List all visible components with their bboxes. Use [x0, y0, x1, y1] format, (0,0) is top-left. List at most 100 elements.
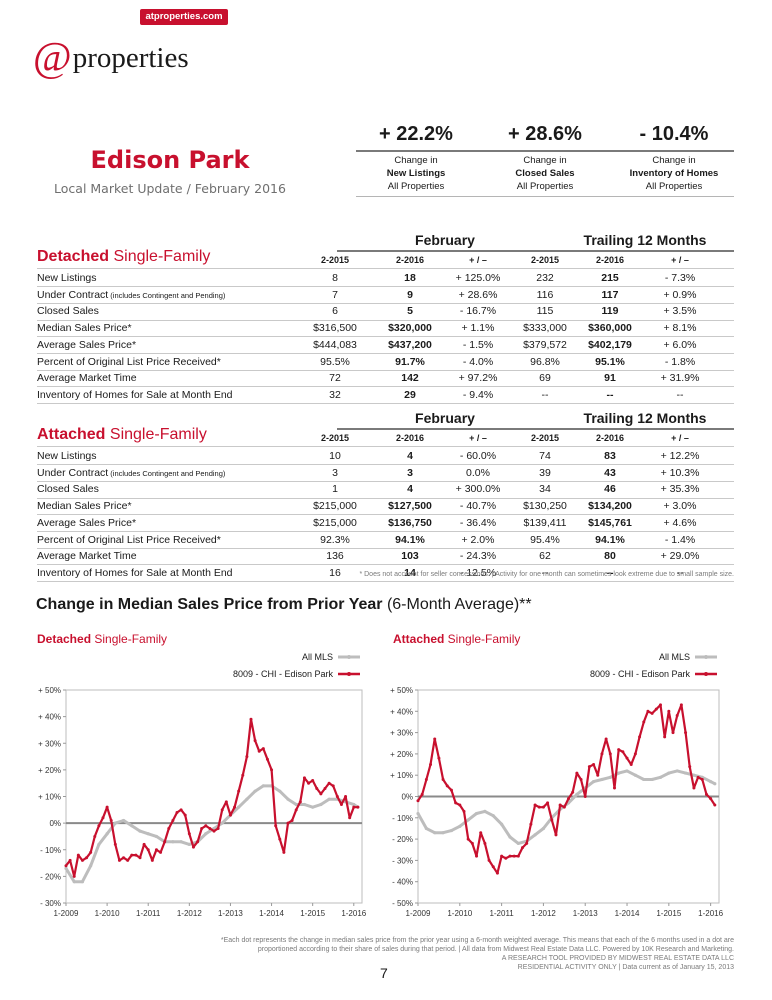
series-point: [583, 795, 587, 798]
kpi-value: - 10.4%: [639, 123, 709, 145]
column-header: 2-2015: [530, 433, 560, 443]
series-point: [352, 802, 356, 807]
table-cell: $127,500: [388, 500, 432, 513]
table-cell: - 7.3%: [664, 272, 696, 284]
table-cell: - 1.5%: [462, 338, 494, 351]
series-point: [253, 739, 257, 743]
website-badge[interactable]: atproperties.com: [140, 9, 228, 25]
series-point: [558, 803, 562, 807]
series-point: [311, 779, 315, 783]
series-point: [525, 841, 529, 845]
series-point: [600, 752, 604, 756]
series-point: [319, 792, 323, 796]
y-tick-label: + 40%: [38, 713, 61, 722]
x-tick-label: 1-2010: [95, 909, 120, 918]
series-point: [191, 845, 195, 849]
series-point: [516, 854, 520, 858]
table-cell: 5: [407, 305, 413, 318]
page-number: 7: [380, 965, 388, 981]
table-group-month: February: [415, 232, 475, 248]
table-row-label: Average Market Time: [37, 549, 137, 564]
table-cell: 115: [536, 305, 554, 318]
column-header: + / –: [671, 433, 689, 443]
table-row-divider: [37, 286, 734, 288]
table-row-divider: [37, 480, 734, 482]
series-point: [146, 832, 150, 836]
table-row-label: Inventory of Homes for Sale at Month End: [37, 388, 233, 403]
table-cell: + 4.6%: [663, 516, 697, 529]
series-point: [483, 809, 487, 814]
series-point: [216, 826, 220, 830]
table-cell: - 1.4%: [664, 533, 696, 546]
logo-at-symbol: @: [33, 35, 72, 81]
series-point: [130, 824, 134, 828]
series-point: [475, 854, 479, 858]
table-cell: + 2.0%: [461, 533, 495, 546]
table-cell: 117: [601, 288, 619, 301]
kpi-caption-metric: New Listings: [386, 168, 446, 179]
series-point: [208, 826, 212, 830]
table-cell: $145,761: [588, 516, 632, 529]
series-point: [625, 756, 629, 760]
table-cell: 94.1%: [595, 533, 625, 546]
table-cell: 96.8%: [530, 355, 560, 368]
series-point: [220, 821, 224, 825]
series-point: [642, 777, 646, 782]
series-point: [675, 714, 679, 718]
table-cell: $139,411: [523, 516, 567, 529]
kpi-caption-line: Change in: [394, 155, 438, 166]
series-point: [650, 777, 654, 782]
series-point: [80, 880, 85, 884]
series-point: [204, 832, 208, 836]
table-cell: 69: [539, 372, 551, 385]
series-point: [667, 771, 671, 775]
series-point: [683, 771, 688, 775]
table-cell: 39: [539, 466, 551, 479]
series-point: [491, 814, 495, 818]
series-point: [441, 831, 445, 835]
series-point: [658, 703, 662, 707]
series-point: [633, 752, 637, 756]
table-cell: --: [676, 388, 684, 401]
table-note: * Does not account for seller concession…: [359, 571, 734, 578]
series-point: [85, 856, 89, 860]
table-cell: + 35.3%: [660, 483, 700, 496]
row-label-text: New Listings: [37, 450, 97, 462]
kpi-new-listings: + 22.2%: [356, 120, 476, 148]
table-cell: $333,000: [523, 322, 567, 335]
table-cell: $379,572: [523, 338, 567, 351]
y-tick-label: + 50%: [38, 686, 61, 695]
series-point: [550, 818, 554, 822]
table-row-label: New Listings: [37, 271, 97, 286]
row-label-text: Percent of Original List Price Received*: [37, 355, 221, 368]
chart-title-rest: Single-Family: [444, 632, 521, 646]
series-point: [713, 803, 717, 807]
series-point: [433, 831, 437, 835]
table-cell: $136,750: [388, 516, 432, 529]
table-cell: 16: [329, 566, 341, 579]
x-tick-label: 1-2015: [300, 909, 325, 918]
row-label-text: Inventory of Homes for Sale at Month End: [37, 566, 233, 579]
page-subtitle: Local Market Update / February 2016: [54, 181, 286, 196]
series-point: [621, 750, 625, 754]
series-point: [642, 720, 646, 724]
kpi-caption: Change in Inventory of Homes All Propert…: [614, 154, 734, 193]
x-tick-label: 1-2013: [573, 909, 598, 918]
table-cell: + 0.9%: [663, 288, 697, 301]
table-cell: --: [606, 566, 614, 579]
table-title-bold: Attached: [37, 426, 106, 443]
kpi-caption-line: Change in: [523, 155, 567, 166]
table-cell: $134,200: [588, 500, 632, 513]
row-label-text: Median Sales Price*: [37, 322, 132, 335]
series-point: [604, 737, 608, 741]
table-row-label: Inventory of Homes for Sale at Month End: [37, 566, 233, 581]
series-point: [625, 769, 629, 773]
column-header: 2-2016: [595, 433, 625, 443]
series-point: [704, 792, 708, 796]
series-point: [282, 850, 286, 854]
series-point: [138, 856, 142, 860]
table-title-rest: Single-Family: [109, 248, 211, 265]
series-point: [302, 802, 307, 807]
series-point: [487, 858, 491, 862]
table-row-label: New Listings: [37, 449, 97, 464]
